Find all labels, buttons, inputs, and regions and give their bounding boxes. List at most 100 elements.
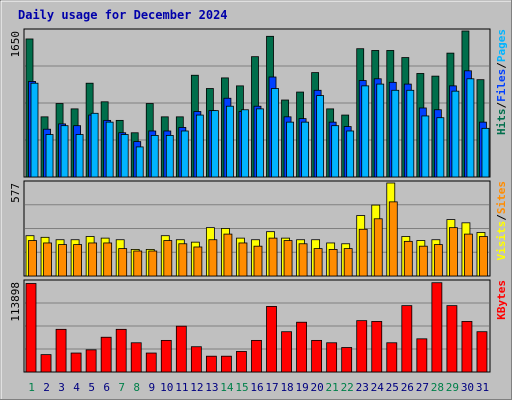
- bar-kbytes: [25, 283, 37, 373]
- bar-pages: [226, 105, 234, 178]
- bar-sites: [28, 240, 37, 277]
- bar-sites: [449, 227, 458, 277]
- bar-sites: [223, 233, 233, 277]
- bar-pages: [60, 125, 69, 178]
- bar-sites: [208, 239, 218, 277]
- right-label-part: Pages: [495, 29, 508, 62]
- bar-pages: [30, 82, 39, 178]
- bar-pages: [165, 135, 174, 178]
- bar-kbytes: [55, 328, 67, 373]
- bar-pages: [361, 85, 370, 178]
- bar-kbytes: [221, 355, 232, 373]
- bar-sites: [43, 242, 52, 277]
- bar-pages: [421, 115, 430, 178]
- x-tick-label: 11: [175, 381, 188, 394]
- bar-kbytes: [205, 355, 217, 373]
- right-label-part: KBytes: [495, 280, 508, 320]
- x-tick-label: 5: [88, 381, 95, 394]
- bar-kbytes: [145, 352, 157, 373]
- bar-pages: [316, 95, 325, 178]
- bar-pages: [406, 89, 415, 178]
- bar-kbytes: [446, 305, 458, 373]
- x-tick-label: 16: [250, 381, 263, 394]
- x-tick-label: 10: [160, 381, 173, 394]
- bar-kbytes: [476, 331, 488, 373]
- bar-kbytes: [160, 339, 172, 373]
- bar-kbytes: [371, 321, 383, 373]
- bar-pages: [105, 121, 114, 178]
- bar-pages: [466, 78, 475, 178]
- bar-pages: [180, 130, 189, 178]
- x-tick-label: 31: [476, 381, 489, 394]
- y-max-label: 113898: [9, 282, 22, 322]
- bar-sites: [283, 240, 293, 277]
- bar-kbytes: [311, 339, 323, 373]
- x-tick-label: 9: [148, 381, 155, 394]
- bar-sites: [193, 246, 203, 277]
- right-label-part: Sites: [495, 181, 508, 214]
- right-label-part: Files: [495, 69, 508, 102]
- bar-sites: [133, 250, 143, 277]
- bar-kbytes: [281, 331, 292, 373]
- bar-sites: [373, 218, 383, 277]
- bar-kbytes: [461, 321, 473, 373]
- bar-pages: [75, 134, 84, 178]
- chart-panels: 1650Hits/Files/Pages577Visits/Sites11389…: [9, 28, 508, 394]
- bar-sites: [403, 240, 413, 277]
- bar-pages: [135, 146, 144, 178]
- bar-pages: [271, 88, 279, 178]
- panel-right-label: KBytes: [495, 280, 508, 320]
- bar-pages: [90, 112, 99, 178]
- panel-right-label: Visits/Sites: [495, 181, 508, 261]
- bar-sites: [343, 248, 353, 277]
- bar-sites: [268, 237, 278, 277]
- bar-pages: [150, 135, 159, 178]
- bar-kbytes: [326, 342, 338, 373]
- bar-pages: [45, 134, 54, 178]
- bar-pages: [481, 127, 490, 178]
- bar-sites: [88, 242, 98, 277]
- x-tick-label: 4: [73, 381, 80, 394]
- bar-sites: [388, 201, 398, 277]
- bar-kbytes: [190, 346, 202, 373]
- bar-kbytes: [341, 347, 353, 373]
- bar-kbytes: [401, 305, 413, 373]
- right-label-part: Visits: [495, 221, 508, 261]
- bar-kbytes: [296, 321, 307, 373]
- bar-kbytes: [100, 336, 112, 373]
- x-tick-label: 29: [446, 381, 459, 394]
- bar-kbytes: [356, 320, 368, 373]
- y-max-label: 577: [9, 183, 22, 203]
- bar-kbytes: [130, 342, 142, 373]
- bar-sites: [103, 242, 113, 277]
- x-tick-label: 15: [235, 381, 248, 394]
- bar-sites: [464, 233, 473, 277]
- bar-sites: [313, 248, 323, 277]
- x-tick-label: 22: [341, 381, 354, 394]
- bar-sites: [178, 243, 188, 277]
- x-tick-label: 27: [416, 381, 429, 394]
- bar-kbytes: [431, 282, 443, 373]
- bar-pages: [391, 89, 400, 178]
- right-label-part: /: [495, 102, 508, 109]
- x-tick-label: 25: [386, 381, 399, 394]
- bar-pages: [451, 90, 460, 178]
- bar-pages: [210, 110, 219, 178]
- bar-pages: [436, 117, 445, 178]
- right-label-part: Hits: [495, 109, 508, 136]
- bar-kbytes: [70, 352, 82, 373]
- bar-pages: [195, 114, 204, 178]
- bar-kbytes: [236, 351, 247, 373]
- bar-kbytes: [386, 342, 398, 373]
- bar-kbytes: [40, 354, 52, 373]
- bar-kbytes: [266, 306, 277, 373]
- bar-sites: [253, 245, 263, 277]
- bar-kbytes: [85, 349, 97, 373]
- x-tick-label: 6: [103, 381, 110, 394]
- bar-sites: [479, 236, 488, 277]
- bar-sites: [73, 244, 82, 277]
- x-tick-label: 28: [431, 381, 444, 394]
- x-tick-label: 1: [28, 381, 35, 394]
- bar-kbytes: [251, 339, 262, 373]
